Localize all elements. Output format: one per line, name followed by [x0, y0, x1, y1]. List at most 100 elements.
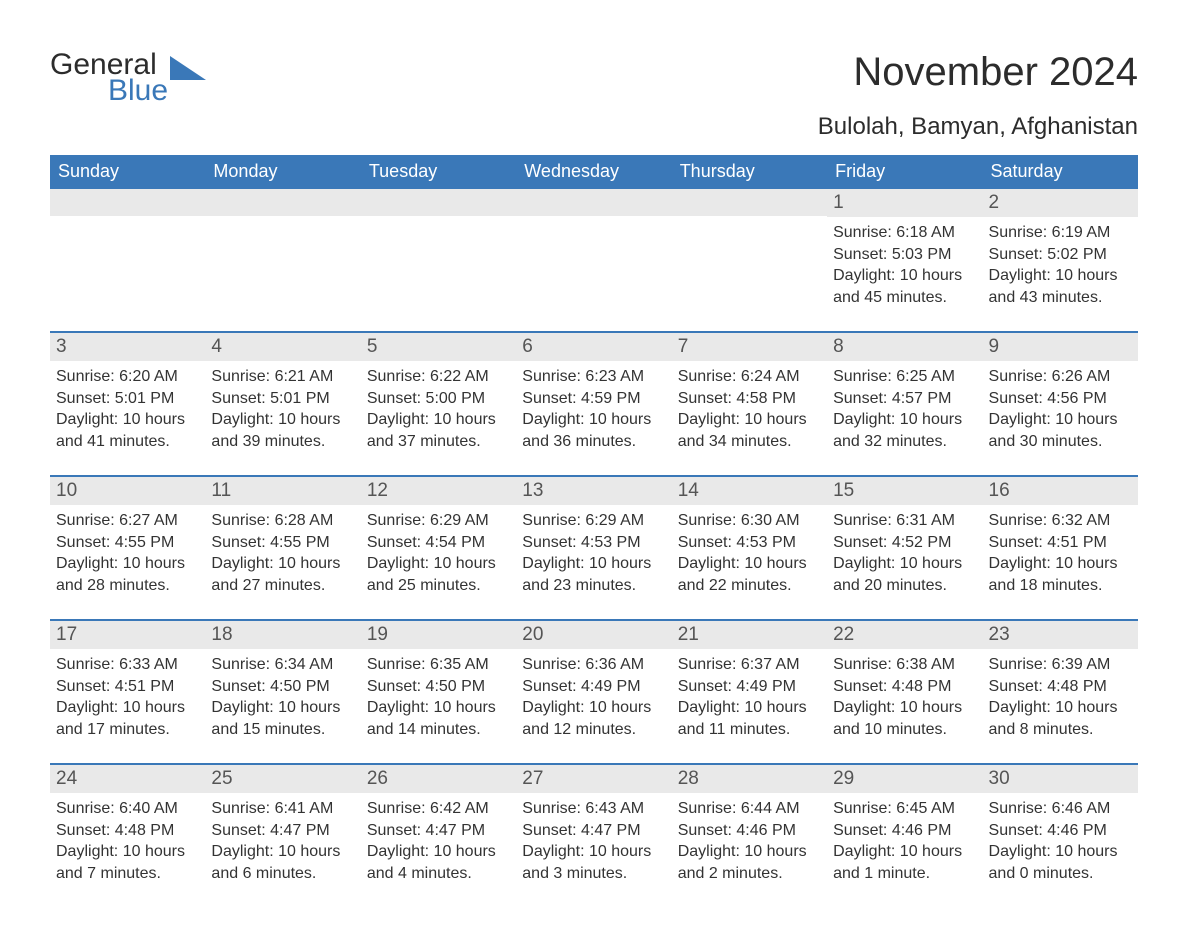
- calendar-empty-cell: [672, 189, 827, 309]
- sunrise-text: Sunrise: 6:43 AM: [522, 798, 665, 820]
- day-body: Sunrise: 6:45 AMSunset: 4:46 PMDaylight:…: [827, 793, 982, 884]
- sunset-text: Sunset: 4:53 PM: [522, 532, 665, 554]
- daylight-text: Daylight: 10 hours and 6 minutes.: [211, 841, 354, 884]
- calendar-day-cell: 28Sunrise: 6:44 AMSunset: 4:46 PMDayligh…: [672, 765, 827, 885]
- daylight-text: Daylight: 10 hours and 28 minutes.: [56, 553, 199, 596]
- sunrise-text: Sunrise: 6:44 AM: [678, 798, 821, 820]
- sunrise-text: Sunrise: 6:33 AM: [56, 654, 199, 676]
- day-number-row: 15: [827, 477, 982, 505]
- daylight-text: Daylight: 10 hours and 2 minutes.: [678, 841, 821, 884]
- calendar-week-row: 24Sunrise: 6:40 AMSunset: 4:48 PMDayligh…: [50, 763, 1138, 885]
- sunrise-text: Sunrise: 6:42 AM: [367, 798, 510, 820]
- calendar-day-cell: 25Sunrise: 6:41 AMSunset: 4:47 PMDayligh…: [205, 765, 360, 885]
- day-number: 13: [522, 480, 543, 501]
- calendar-day-cell: 1Sunrise: 6:18 AMSunset: 5:03 PMDaylight…: [827, 189, 982, 309]
- day-body: Sunrise: 6:32 AMSunset: 4:51 PMDaylight:…: [983, 505, 1138, 596]
- weekday-header-cell: Monday: [205, 155, 360, 189]
- sunset-text: Sunset: 4:48 PM: [989, 676, 1132, 698]
- calendar-day-cell: 6Sunrise: 6:23 AMSunset: 4:59 PMDaylight…: [516, 333, 671, 453]
- sunrise-text: Sunrise: 6:45 AM: [833, 798, 976, 820]
- day-number-row: 5: [361, 333, 516, 361]
- calendar-day-cell: 8Sunrise: 6:25 AMSunset: 4:57 PMDaylight…: [827, 333, 982, 453]
- day-body: Sunrise: 6:35 AMSunset: 4:50 PMDaylight:…: [361, 649, 516, 740]
- sunrise-text: Sunrise: 6:32 AM: [989, 510, 1132, 532]
- sunset-text: Sunset: 4:58 PM: [678, 388, 821, 410]
- sunset-text: Sunset: 4:57 PM: [833, 388, 976, 410]
- day-number: 15: [833, 480, 854, 501]
- day-number: 24: [56, 768, 77, 789]
- day-number-row: 23: [983, 621, 1138, 649]
- calendar-day-cell: 3Sunrise: 6:20 AMSunset: 5:01 PMDaylight…: [50, 333, 205, 453]
- sunset-text: Sunset: 4:55 PM: [211, 532, 354, 554]
- calendar-day-cell: 11Sunrise: 6:28 AMSunset: 4:55 PMDayligh…: [205, 477, 360, 597]
- sunset-text: Sunset: 4:49 PM: [522, 676, 665, 698]
- calendar-day-cell: 12Sunrise: 6:29 AMSunset: 4:54 PMDayligh…: [361, 477, 516, 597]
- day-body: Sunrise: 6:33 AMSunset: 4:51 PMDaylight:…: [50, 649, 205, 740]
- calendar-day-cell: 2Sunrise: 6:19 AMSunset: 5:02 PMDaylight…: [983, 189, 1138, 309]
- day-number-row: 12: [361, 477, 516, 505]
- calendar-day-cell: 13 Sunrise: 6:29 AMSunset: 4:53 PMDayligh…: [516, 477, 671, 597]
- day-number: 6: [522, 336, 533, 357]
- sunrise-text: Sunrise: 6:31 AM: [833, 510, 976, 532]
- daylight-text: Daylight: 10 hours and 14 minutes.: [367, 697, 510, 740]
- sunrise-text: Sunrise: 6:28 AM: [211, 510, 354, 532]
- sunset-text: Sunset: 4:52 PM: [833, 532, 976, 554]
- daylight-text: Daylight: 10 hours and 25 minutes.: [367, 553, 510, 596]
- weekday-header-row: SundayMondayTuesdayWednesdayThursdayFrid…: [50, 155, 1138, 189]
- day-number: 16: [989, 480, 1010, 501]
- day-number-row: 28: [672, 765, 827, 793]
- day-body: Sunrise: 6:38 AMSunset: 4:48 PMDaylight:…: [827, 649, 982, 740]
- day-number-row: 17: [50, 621, 205, 649]
- sunrise-text: Sunrise: 6:22 AM: [367, 366, 510, 388]
- calendar-day-cell: 15Sunrise: 6:31 AMSunset: 4:52 PMDayligh…: [827, 477, 982, 597]
- sunset-text: Sunset: 5:02 PM: [989, 244, 1132, 266]
- day-body: Sunrise: 6:46 AMSunset: 4:46 PMDaylight:…: [983, 793, 1138, 884]
- day-number: 23: [989, 624, 1010, 645]
- daylight-text: Daylight: 10 hours and 15 minutes.: [211, 697, 354, 740]
- sunset-text: Sunset: 4:48 PM: [833, 676, 976, 698]
- sunset-text: Sunset: 5:00 PM: [367, 388, 510, 410]
- day-number: 17: [56, 624, 77, 645]
- sunset-text: Sunset: 4:50 PM: [367, 676, 510, 698]
- calendar-day-cell: 16 Sunrise: 6:32 AMSunset: 4:51 PMDayligh…: [983, 477, 1138, 597]
- sunset-text: Sunset: 4:47 PM: [211, 820, 354, 842]
- calendar-day-cell: 30 Sunrise: 6:46 AMSunset: 4:46 PMDayligh…: [983, 765, 1138, 885]
- day-number-row: 4: [205, 333, 360, 361]
- sunrise-text: Sunrise: 6:25 AM: [833, 366, 976, 388]
- sunset-text: Sunset: 4:47 PM: [522, 820, 665, 842]
- day-number-row: 24: [50, 765, 205, 793]
- day-number-row: 6: [516, 333, 671, 361]
- day-number-row: 10: [50, 477, 205, 505]
- day-body: Sunrise: 6:21 AMSunset: 5:01 PMDaylight:…: [205, 361, 360, 452]
- sunrise-text: Sunrise: 6:40 AM: [56, 798, 199, 820]
- day-number-row: 3: [50, 333, 205, 361]
- day-number: 11: [211, 480, 231, 501]
- calendar-day-cell: 4Sunrise: 6:21 AMSunset: 5:01 PMDaylight…: [205, 333, 360, 453]
- day-number: 30: [989, 768, 1010, 789]
- sunrise-text: Sunrise: 6:18 AM: [833, 222, 976, 244]
- day-body: Sunrise: 6:43 AMSunset: 4:47 PMDaylight:…: [516, 793, 671, 884]
- weekday-header-cell: Tuesday: [361, 155, 516, 189]
- day-body: Sunrise: 6:39 AMSunset: 4:48 PMDaylight:…: [983, 649, 1138, 740]
- logo-triangle-icon: [170, 56, 206, 85]
- calendar-day-cell: 20Sunrise: 6:36 AMSunset: 4:49 PMDayligh…: [516, 621, 671, 741]
- day-body: Sunrise: 6:36 AMSunset: 4:49 PMDaylight:…: [516, 649, 671, 740]
- calendar-body: 1Sunrise: 6:18 AMSunset: 5:03 PMDaylight…: [50, 189, 1138, 885]
- day-number: 29: [833, 768, 854, 789]
- calendar-empty-cell: [50, 189, 205, 309]
- sunrise-text: Sunrise: 6:29 AM: [367, 510, 510, 532]
- sunset-text: Sunset: 4:50 PM: [211, 676, 354, 698]
- calendar-day-cell: 22Sunrise: 6:38 AMSunset: 4:48 PMDayligh…: [827, 621, 982, 741]
- calendar-day-cell: 7Sunrise: 6:24 AMSunset: 4:58 PMDaylight…: [672, 333, 827, 453]
- day-number-row: [50, 189, 205, 216]
- sunrise-text: Sunrise: 6:24 AM: [678, 366, 821, 388]
- daylight-text: Daylight: 10 hours and 11 minutes.: [678, 697, 821, 740]
- calendar-day-cell: 14Sunrise: 6:30 AMSunset: 4:53 PMDayligh…: [672, 477, 827, 597]
- day-body: Sunrise: 6:26 AMSunset: 4:56 PMDaylight:…: [983, 361, 1138, 452]
- day-number-row: [672, 189, 827, 216]
- day-number-row: 14: [672, 477, 827, 505]
- day-body: Sunrise: 6:29 AMSunset: 4:53 PMDaylight:…: [516, 505, 671, 596]
- sunrise-text: Sunrise: 6:36 AM: [522, 654, 665, 676]
- day-number: 18: [211, 624, 232, 645]
- day-number-row: 30: [983, 765, 1138, 793]
